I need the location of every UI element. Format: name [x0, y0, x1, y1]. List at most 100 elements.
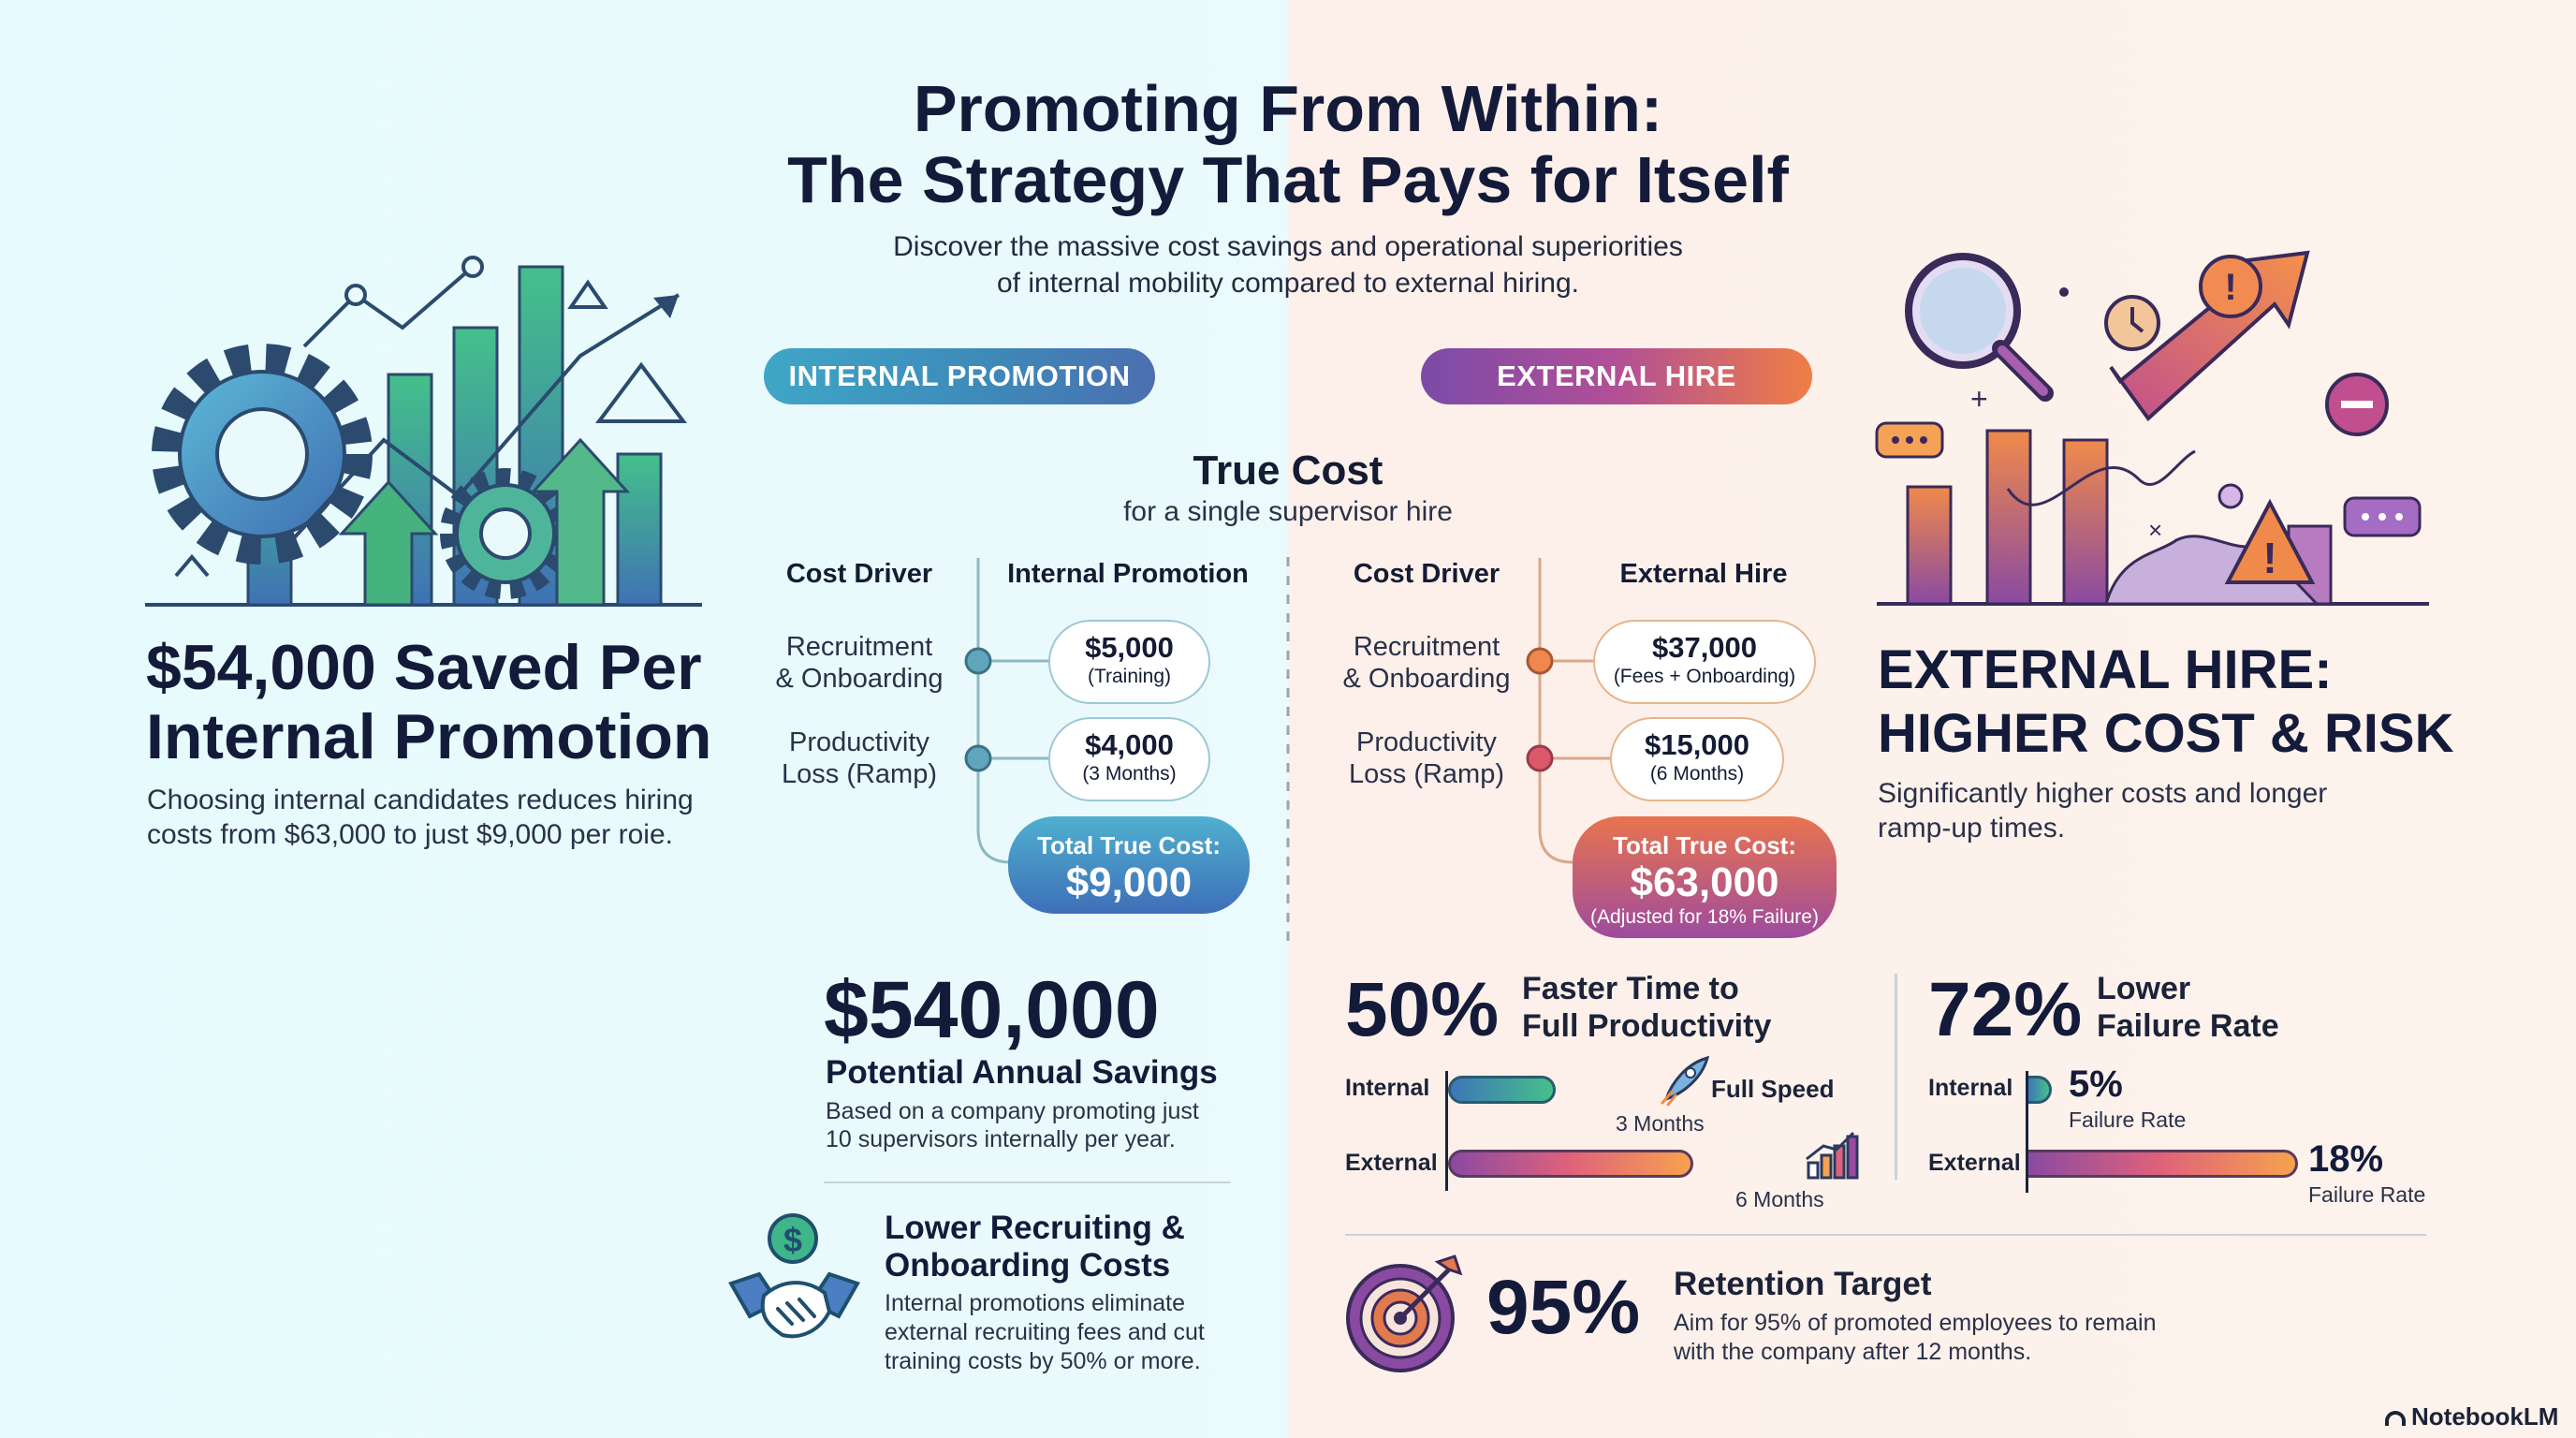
svg-text:+: + [1970, 382, 1988, 416]
cost-note: (3 Months) [1082, 763, 1177, 785]
internal-connector-lines [964, 558, 1050, 864]
page-title: Promoting From Within: The Strategy That… [0, 73, 2576, 215]
title-line-2: The Strategy That Pays for Itself [787, 143, 1789, 216]
page-subtitle: Discover the massive cost savings and op… [0, 228, 2576, 301]
center-divider [1286, 557, 1290, 950]
subtitle-line-1: Discover the massive cost savings and op… [893, 231, 1683, 262]
headline-line-1: EXTERNAL HIRE: [1878, 639, 2333, 700]
external-driver-recruitment: Recruitment & Onboarding [1324, 631, 1530, 695]
savings-per-promotion-body: Choosing internal candidates reduces hir… [147, 783, 694, 852]
body-line-1: Based on a company promoting just [826, 1098, 1199, 1124]
section-divider [1345, 1234, 2426, 1236]
failure-internal-sub: Failure Rate [2069, 1108, 2187, 1132]
driver-line-2: Loss (Ramp) [1349, 759, 1504, 789]
external-recruitment-cost: $37,000 (Fees + Onboarding) [1593, 620, 1816, 704]
failure-external-label: External [1928, 1150, 2021, 1176]
risk-chart-illustration: ! ! + × [1875, 250, 2429, 606]
total-label: Total True Cost: [1037, 831, 1221, 859]
external-driver-productivity: Productivity Loss (Ramp) [1324, 726, 1530, 790]
body-line-1: Aim for 95% of promoted employees to rem… [1674, 1310, 2157, 1336]
failure-label: Lower Failure Rate [2097, 970, 2279, 1045]
body-line-2: 10 supervisors internally per year. [826, 1126, 1176, 1152]
brand-name: NotebookLM [2411, 1402, 2559, 1431]
external-hire-pill: EXTERNAL HIRE [1421, 348, 1812, 404]
annual-savings-value: $540,000 [824, 965, 1160, 1055]
productivity-label: Faster Time to Full Productivity [1522, 970, 1771, 1045]
annual-savings-label: Potential Annual Savings [826, 1054, 1218, 1091]
retention-title: Retention Target [1674, 1266, 1932, 1302]
failure-external-sub: Failure Rate [2308, 1182, 2426, 1207]
productivity-external-label: External [1345, 1150, 1438, 1176]
recruiting-body: Internal promotions eliminate external r… [885, 1289, 1205, 1376]
subtitle-line-2: of internal mobility compared to externa… [997, 268, 1579, 299]
brand-logo-icon [2385, 1411, 2406, 1426]
label-line-1: Lower [2097, 971, 2191, 1006]
driver-line-2: & Onboarding [775, 664, 944, 694]
svg-text:!: ! [2262, 534, 2276, 582]
internal-total-cost-badge: Total True Cost: $9,000 [1008, 816, 1250, 914]
cost-value: $37,000 [1651, 631, 1758, 664]
cost-note: (6 Months) [1649, 763, 1745, 785]
label-line-2: Full Productivity [1522, 1008, 1772, 1044]
handshake-dollar-icon: $ [728, 1213, 860, 1339]
external-col-value: External Hire [1619, 559, 1788, 589]
external-connector-lines [1526, 558, 1612, 864]
failure-external-bar [2028, 1150, 2298, 1178]
body-line-1: Choosing internal candidates reduces hir… [147, 785, 694, 815]
body-line-2: with the company after 12 months. [1674, 1339, 2032, 1365]
total-note: (Adjusted for 18% Failure) [1590, 906, 1819, 928]
driver-line-1: Productivity [789, 727, 929, 757]
internal-recruitment-cost: $5,000 (Training) [1048, 620, 1210, 704]
body-line-2: external recruiting fees and cut [885, 1319, 1205, 1345]
body-line-1: Internal promotions eliminate [885, 1290, 1185, 1316]
internal-col-value: Internal Promotion [1007, 559, 1249, 589]
productivity-external-bar [1448, 1150, 1694, 1178]
total-label: Total True Cost: [1613, 831, 1796, 859]
driver-line-2: Loss (Ramp) [782, 759, 937, 789]
external-productivity-cost: $15,000 (6 Months) [1610, 717, 1784, 801]
cost-note: (Fees + Onboarding) [1613, 666, 1796, 687]
title-line-1: Promoting From Within: [913, 72, 1663, 145]
internal-driver-productivity: Productivity Loss (Ramp) [756, 726, 962, 790]
productivity-internal-note: Full Speed [1711, 1075, 1835, 1103]
retention-pct: 95% [1486, 1265, 1641, 1350]
productivity-axis [1445, 1071, 1448, 1191]
external-risk-body: Significantly higher costs and longer ra… [1878, 776, 2327, 845]
external-total-cost-badge: Total True Cost: $63,000 (Adjusted for 1… [1573, 816, 1837, 938]
section-divider [824, 1181, 1231, 1183]
svg-text:$: $ [783, 1221, 802, 1259]
driver-line-2: & Onboarding [1342, 664, 1511, 694]
internal-productivity-cost: $4,000 (3 Months) [1048, 717, 1210, 801]
failure-internal-bar [2028, 1076, 2052, 1104]
productivity-internal-months: 3 Months [1616, 1111, 1705, 1136]
internal-driver-recruitment: Recruitment & Onboarding [756, 631, 962, 695]
internal-col-driver: Cost Driver [785, 559, 933, 589]
label-line-1: Faster Time to [1522, 971, 1739, 1006]
true-cost-title: True Cost [1193, 448, 1383, 493]
driver-line-1: Recruitment [785, 632, 933, 662]
cost-note: (Training) [1087, 666, 1172, 687]
headline-line-1: $54,000 Saved Per [146, 632, 702, 703]
total-value: $63,000 [1630, 859, 1779, 905]
svg-text:×: × [2148, 516, 2162, 544]
title-line-1: Lower Recruiting & [885, 1210, 1185, 1246]
external-risk-headline: EXTERNAL HIRE: HIGHER COST & RISK [1878, 638, 2454, 766]
total-value: $9,000 [1065, 859, 1193, 905]
body-line-2: ramp-up times. [1878, 813, 2066, 844]
driver-line-1: Productivity [1356, 727, 1497, 757]
cost-value: $5,000 [1085, 631, 1174, 664]
bar-chart-icon [1806, 1131, 1859, 1180]
failure-internal-label: Internal [1928, 1075, 2013, 1101]
svg-text:!: ! [2224, 267, 2236, 308]
body-line-1: Significantly higher costs and longer [1878, 778, 2328, 809]
cost-value: $15,000 [1644, 728, 1750, 761]
productivity-pct: 50% [1345, 967, 1500, 1052]
label-line-2: Failure Rate [2097, 1008, 2279, 1044]
annual-savings-body: Based on a company promoting just 10 sup… [826, 1097, 1199, 1153]
failure-internal-value: 5% [2069, 1064, 2123, 1105]
headline-line-2: Internal Promotion [146, 701, 712, 772]
brand-watermark: NotebookLM [2385, 1402, 2558, 1431]
true-cost-subtitle: for a single supervisor hire [1123, 496, 1453, 527]
rocket-icon [1661, 1055, 1710, 1107]
title-line-2: Onboarding Costs [885, 1247, 1171, 1284]
